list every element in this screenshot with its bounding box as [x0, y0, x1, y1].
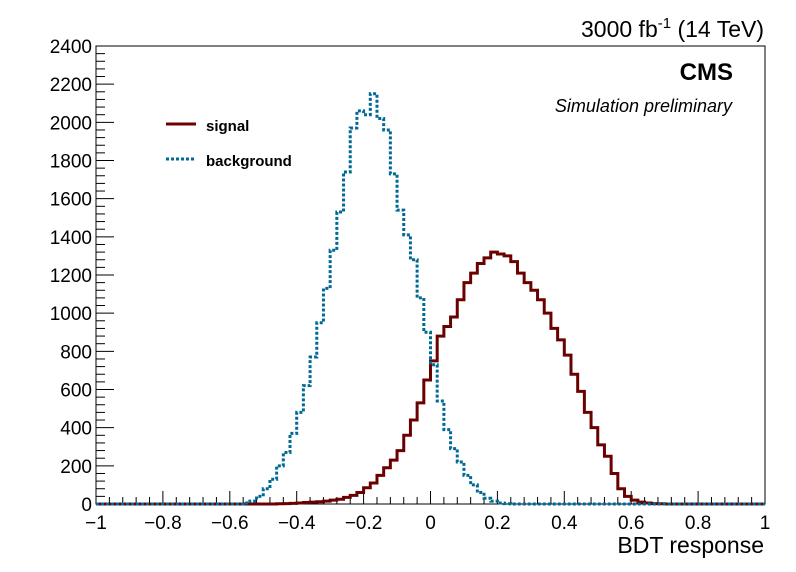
x-tick-label: 0 [425, 513, 436, 534]
x-tick-label: 0.2 [484, 513, 510, 534]
y-tick-label: 1800 [50, 152, 92, 173]
x-tick-label: −0.4 [278, 513, 316, 534]
y-tick-label: 200 [60, 457, 92, 478]
y-axis-ticks [96, 45, 114, 505]
simulation-status-label: Simulation preliminary [555, 96, 733, 116]
y-tick-label: 1600 [50, 190, 92, 211]
series-signal-line [96, 250, 765, 506]
y-tick-label: 1200 [50, 266, 92, 287]
x-tick-label: −0.2 [345, 513, 383, 534]
y-tick-label: 600 [60, 381, 92, 402]
y-tick-label: 0 [81, 495, 92, 516]
legend: signal background [166, 118, 292, 170]
x-tick-label: −0.6 [211, 513, 249, 534]
x-axis-ticks [95, 491, 766, 504]
luminosity-exponent: -1 [658, 15, 671, 32]
y-tick-label: 2000 [50, 113, 92, 134]
x-tick-label: 0.8 [685, 513, 711, 534]
y-tick-label: 400 [60, 419, 92, 440]
luminosity-prefix: 3000 fb [581, 16, 658, 42]
x-tick-label: 0.6 [618, 513, 644, 534]
y-axis-tick-labels: 0 200 400 600 800 1000 1200 1400 1600 1800 2000 220… [50, 37, 92, 516]
experiment-label: CMS [680, 59, 733, 86]
x-axis-tick-labels: −1 −0.8 −0.6 −0.4 −0.2 0 0.2 0.4 0.6 0.8 1 [85, 513, 770, 534]
luminosity-label: 3000 fb-1 (14 TeV) [581, 15, 764, 42]
y-tick-label: 1400 [50, 228, 92, 249]
y-tick-label: 2400 [50, 37, 92, 58]
legend-background-label: background [206, 153, 292, 170]
x-tick-label: −0.8 [144, 513, 182, 534]
series-background-line [96, 92, 765, 506]
y-tick-label: 2200 [50, 75, 92, 96]
x-tick-label: −1 [85, 513, 107, 534]
x-tick-label: 0.4 [551, 513, 578, 534]
y-tick-label: 800 [60, 342, 92, 363]
luminosity-suffix: (14 TeV) [671, 16, 764, 42]
x-tick-label: 1 [760, 513, 771, 534]
y-tick-label: 1000 [50, 304, 92, 325]
legend-signal-label: signal [206, 118, 249, 135]
x-axis-title: BDT response [617, 532, 764, 558]
